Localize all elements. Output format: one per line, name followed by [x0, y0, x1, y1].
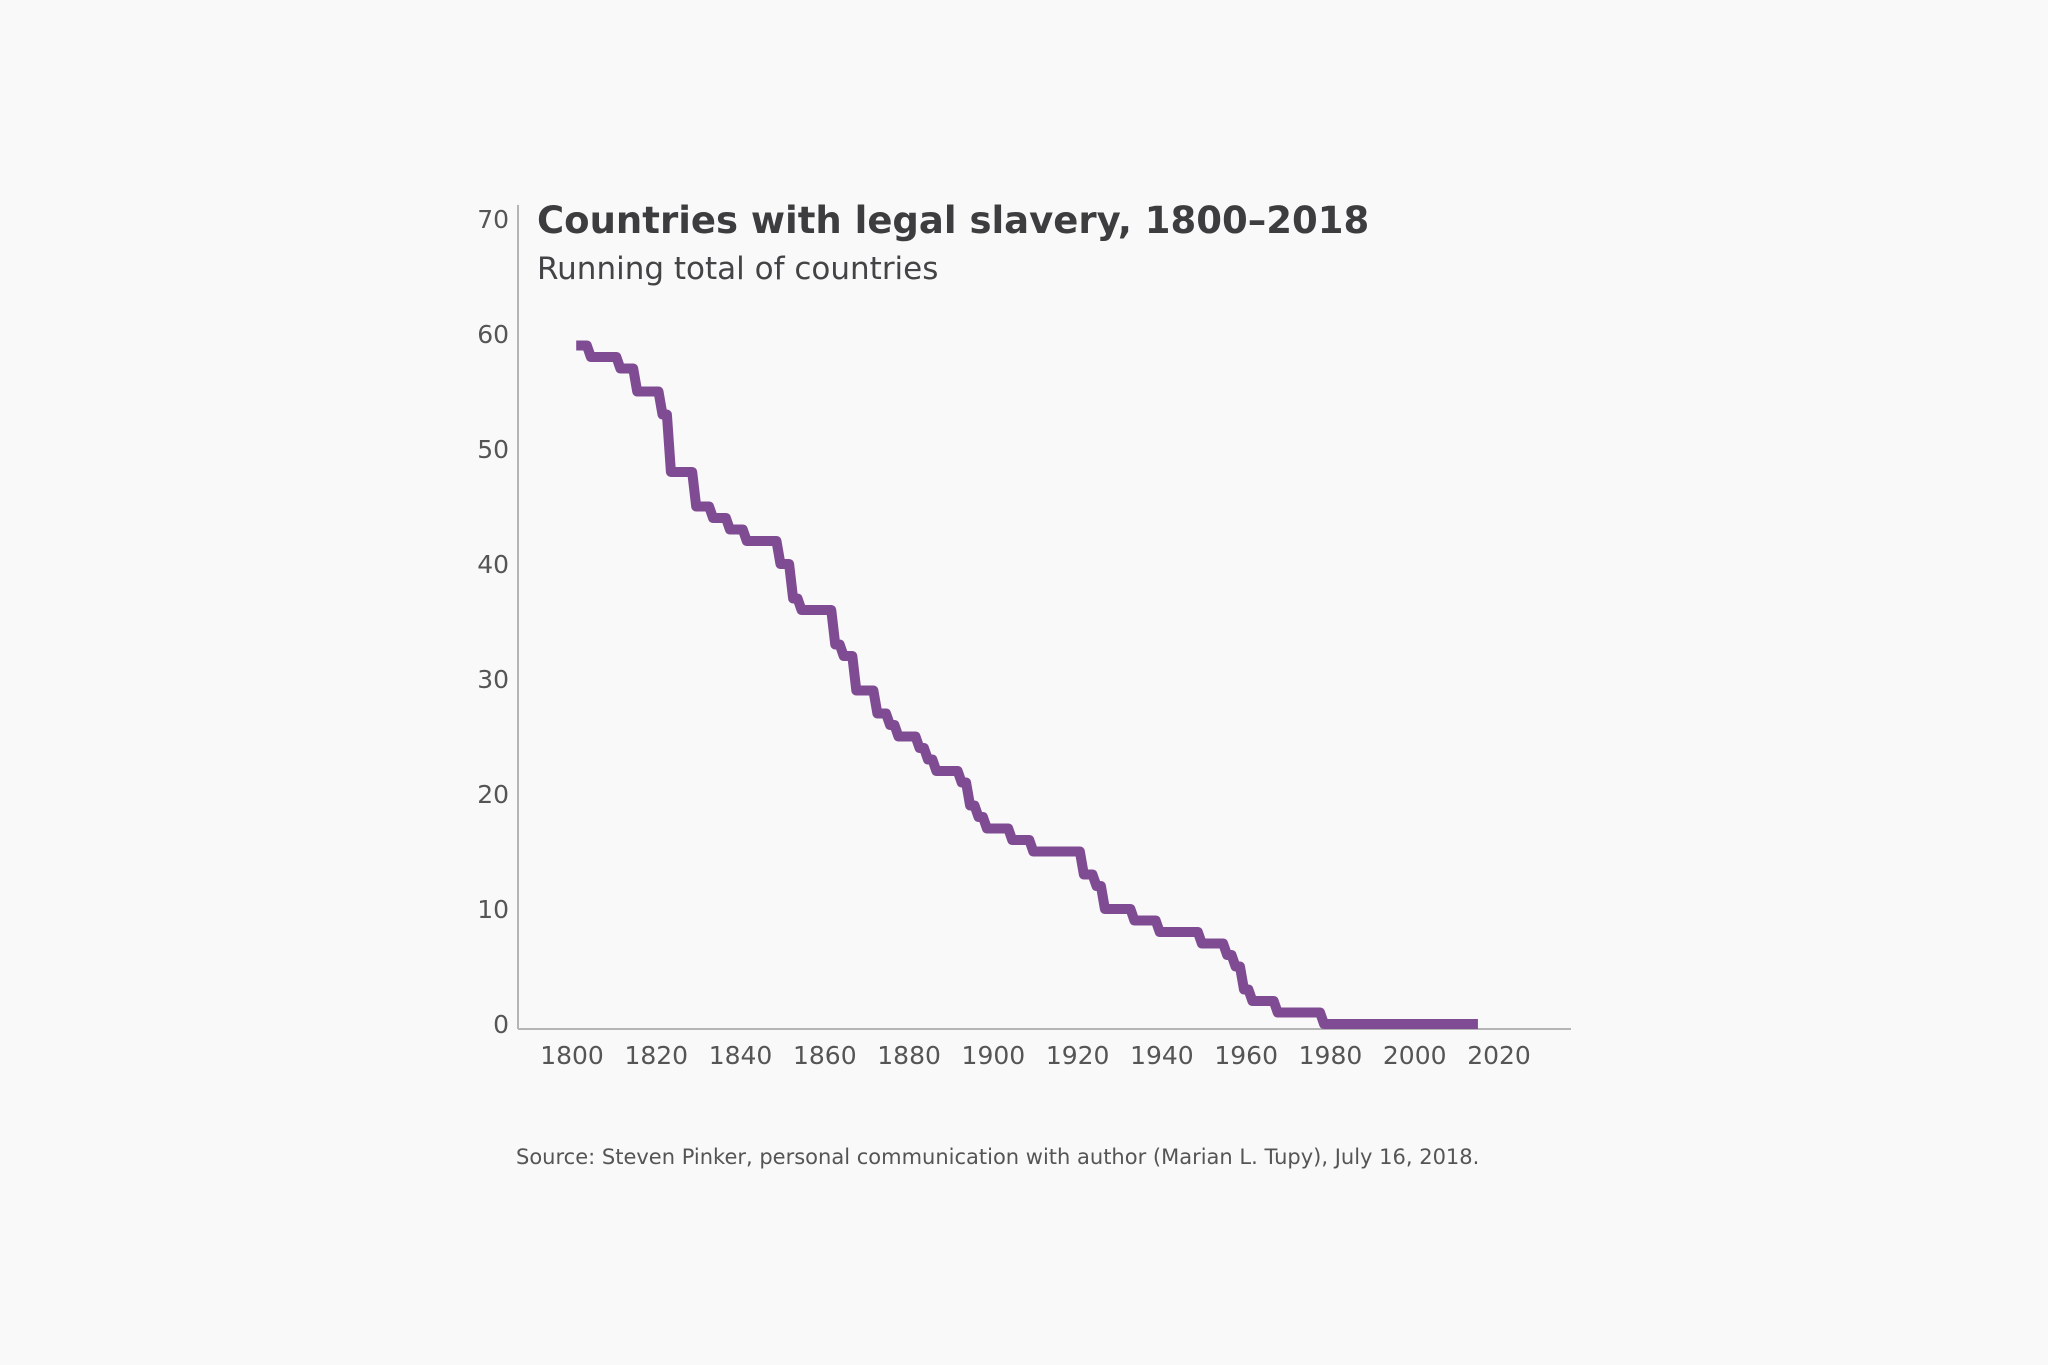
chart-subtitle: Running total of countries	[537, 251, 938, 287]
x-tick-label: 1840	[709, 1041, 773, 1070]
x-tick-label: 1980	[1299, 1041, 1363, 1070]
x-tick-label: 2000	[1383, 1041, 1447, 1070]
x-tick-label: 1880	[877, 1041, 941, 1070]
chart-title: Countries with legal slavery, 1800–2018	[537, 199, 1369, 242]
y-tick-label: 10	[477, 895, 509, 924]
y-tick-label: 30	[477, 665, 509, 694]
source-note: Source: Steven Pinker, personal communic…	[516, 1145, 1479, 1169]
y-tick-label: 60	[477, 320, 509, 349]
x-tick-label: 2020	[1467, 1041, 1531, 1070]
y-tick-labels: 0 10 20 30 40 50 60 70	[477, 205, 509, 1039]
x-tick-label: 1800	[540, 1041, 604, 1070]
y-tick-label: 70	[477, 205, 509, 234]
series-line	[576, 340, 1478, 1029]
x-tick-label: 1900	[962, 1041, 1026, 1070]
x-tick-label: 1920	[1046, 1041, 1110, 1070]
y-tick-label: 0	[493, 1010, 509, 1039]
x-tick-label: 1940	[1130, 1041, 1194, 1070]
x-tick-labels: 1800 1820 1840 1860 1880 1900 1920 1940 1960 1980…	[540, 1041, 1531, 1070]
x-tick-label: 1820	[624, 1041, 688, 1070]
y-tick-label: 50	[477, 435, 509, 464]
y-tick-label: 40	[477, 550, 509, 579]
x-tick-label: 1960	[1214, 1041, 1278, 1070]
series	[576, 340, 1478, 1029]
x-tick-label: 1860	[793, 1041, 857, 1070]
y-tick-label: 20	[477, 780, 509, 809]
